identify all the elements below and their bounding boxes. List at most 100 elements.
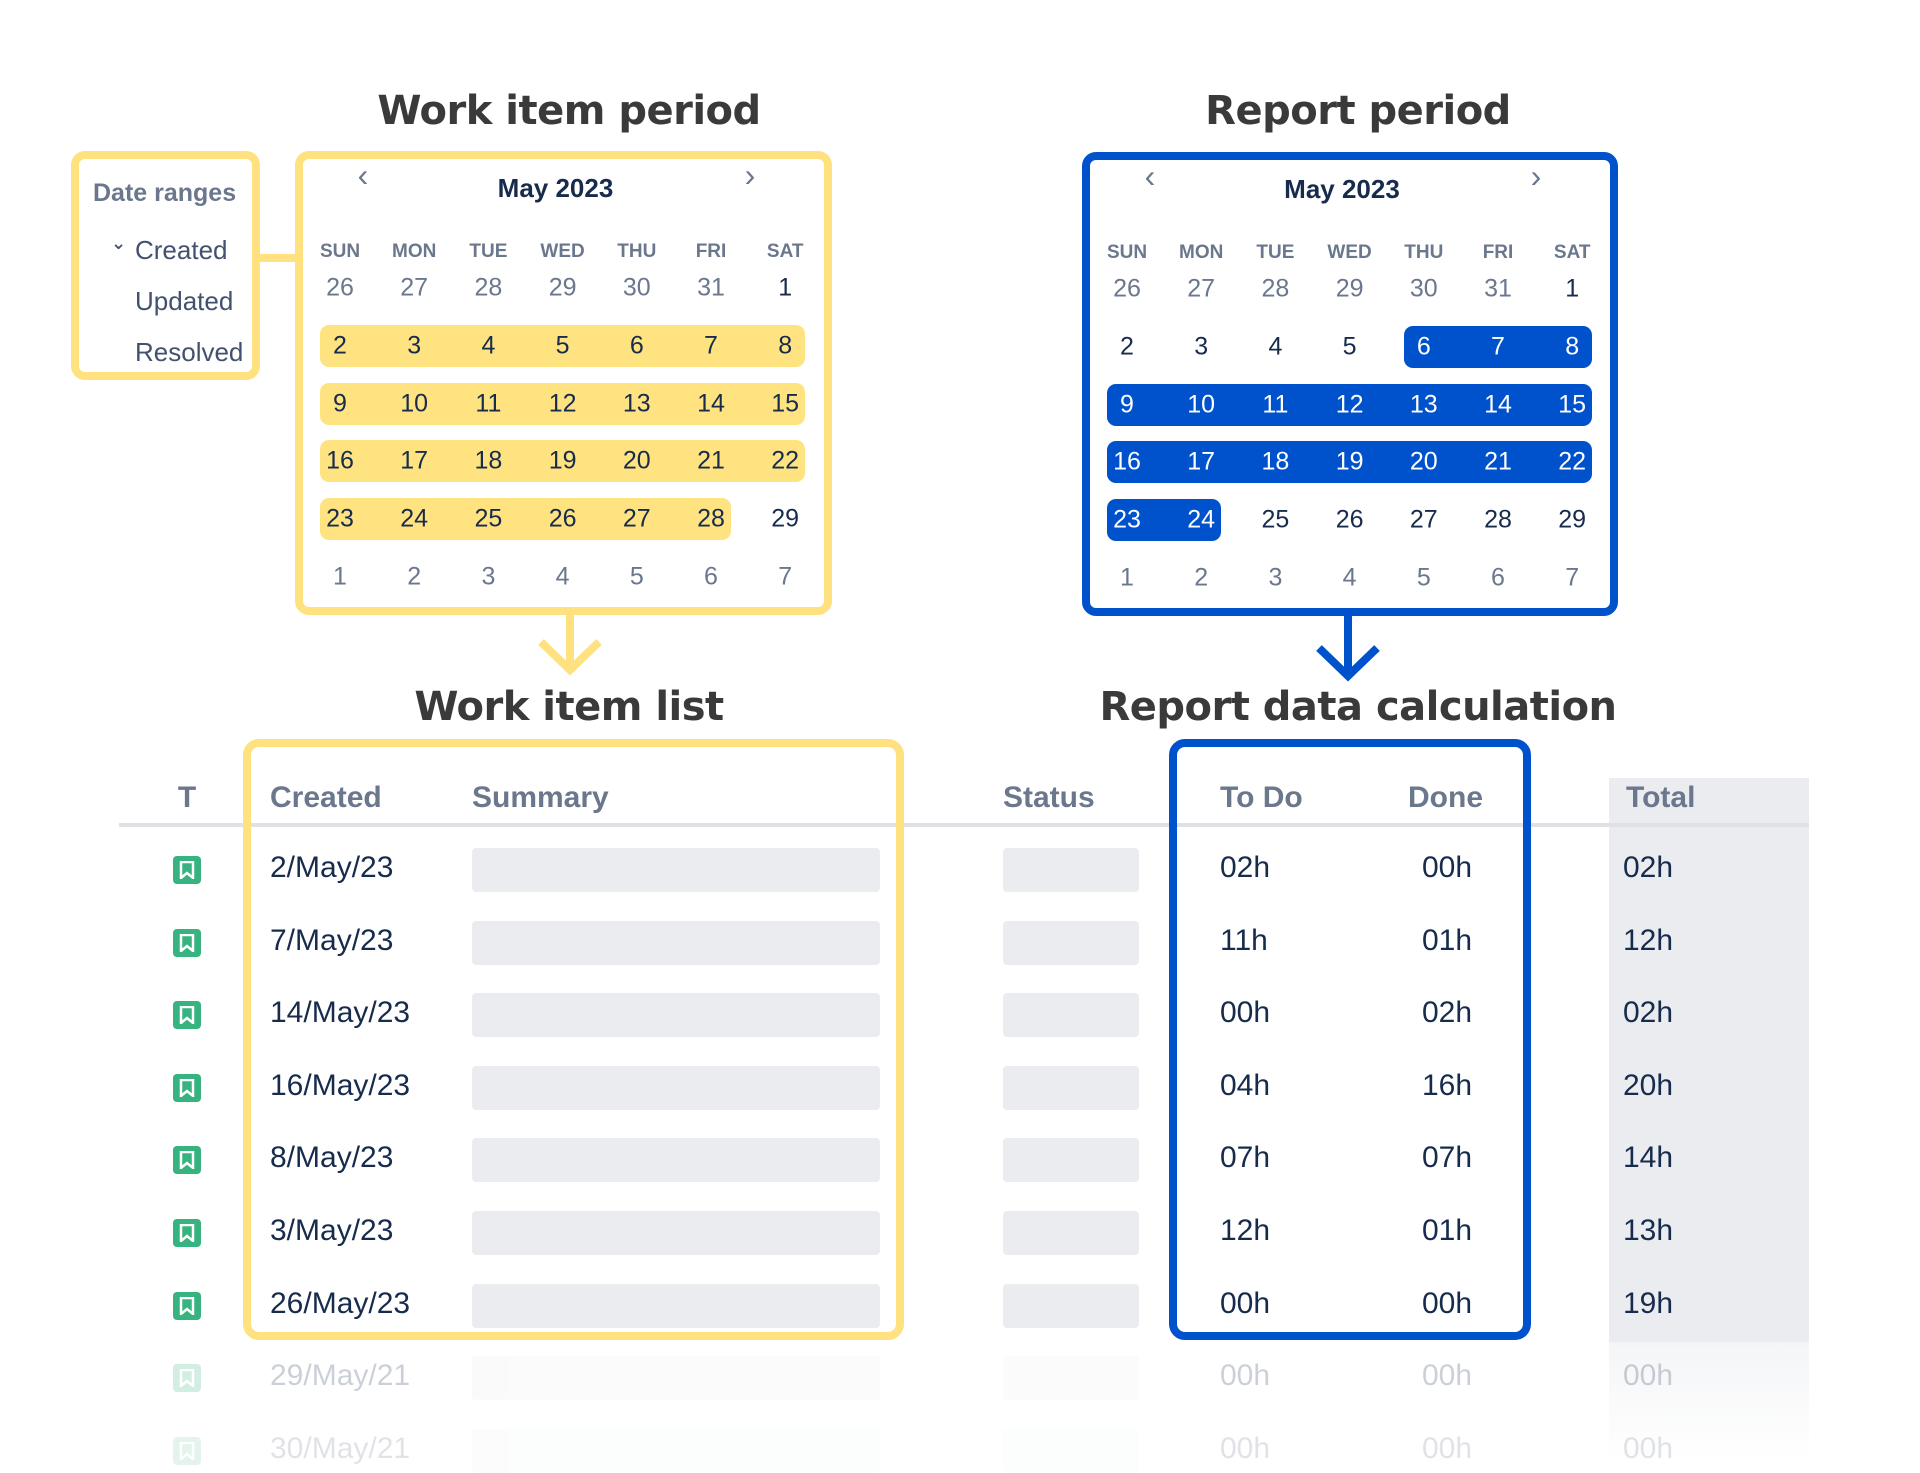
header-status[interactable]: Status <box>1003 781 1095 814</box>
calendar-day[interactable]: 5 <box>1342 332 1357 361</box>
calendar-day[interactable]: 29 <box>771 504 800 533</box>
next-month-button chevron-right-icon[interactable]: › <box>744 157 756 193</box>
calendar-day[interactable]: 2 <box>1120 332 1134 361</box>
date-range-updated[interactable]: Updated <box>135 286 234 316</box>
calendar-day[interactable]: 15 <box>771 389 800 418</box>
calendar-day[interactable]: 12 <box>1335 390 1364 419</box>
calendar-day[interactable]: 19 <box>548 446 577 475</box>
calendar-day[interactable]: 4 <box>481 331 496 360</box>
calendar-day[interactable]: 27 <box>1187 274 1216 303</box>
calendar-day[interactable]: 3 <box>407 331 422 360</box>
calendar-day[interactable]: 21 <box>1484 447 1512 476</box>
header-type[interactable]: T <box>177 781 197 814</box>
prev-month-button chevron-left-icon[interactable]: ‹ <box>1144 158 1156 194</box>
calendar-day[interactable]: 17 <box>1187 447 1216 476</box>
calendar-day[interactable]: 28 <box>474 273 503 302</box>
calendar-day[interactable]: 24 <box>1187 505 1216 534</box>
calendar-day[interactable]: 10 <box>400 389 429 418</box>
calendar-day[interactable]: 25 <box>474 504 503 533</box>
calendar-day[interactable]: 1 <box>333 562 347 591</box>
calendar-day[interactable]: 31 <box>697 273 725 302</box>
total-cell: 02h <box>1623 996 1674 1030</box>
calendar-day[interactable]: 3 <box>481 562 496 591</box>
calendar-day[interactable]: 7 <box>778 562 793 591</box>
calendar-day[interactable]: 4 <box>1342 563 1357 592</box>
calendar-day[interactable]: 26 <box>326 273 354 302</box>
calendar-day[interactable]: 17 <box>400 446 429 475</box>
calendar-day[interactable]: 16 <box>326 446 354 475</box>
calendar-day[interactable]: 29 <box>1558 505 1587 534</box>
calendar-day[interactable]: 8 <box>778 331 793 360</box>
calendar-day[interactable]: 7 <box>1565 563 1580 592</box>
calendar-day[interactable]: 2 <box>1194 563 1209 592</box>
header-todo[interactable]: To Do <box>1220 781 1303 814</box>
calendar-day[interactable]: 30 <box>1409 274 1438 303</box>
calendar-day[interactable]: 27 <box>622 504 651 533</box>
calendar-day[interactable]: 14 <box>697 389 725 418</box>
calendar-day[interactable]: 11 <box>1262 390 1289 419</box>
calendar-day[interactable]: 9 <box>333 389 347 418</box>
calendar-day[interactable]: 2 <box>333 331 347 360</box>
calendar-day[interactable]: 13 <box>622 389 651 418</box>
calendar-day[interactable]: 26 <box>548 504 577 533</box>
calendar-day[interactable]: 7 <box>1491 332 1505 361</box>
calendar-day[interactable]: 8 <box>1565 332 1580 361</box>
next-month-button chevron-right-icon[interactable]: › <box>1530 158 1542 194</box>
calendar-day[interactable]: 20 <box>1409 447 1438 476</box>
calendar-day[interactable]: 29 <box>1335 274 1364 303</box>
calendar-day[interactable]: 1 <box>1120 563 1134 592</box>
calendar-day[interactable]: 25 <box>1261 505 1290 534</box>
calendar-day[interactable]: 22 <box>1558 447 1587 476</box>
calendar-day[interactable]: 1 <box>1565 274 1580 303</box>
calendar-day[interactable]: 1 <box>778 273 793 302</box>
calendar-day[interactable]: 26 <box>1113 274 1141 303</box>
calendar-day[interactable]: 28 <box>1261 274 1290 303</box>
calendar-day[interactable]: 11 <box>475 389 502 418</box>
calendar-day[interactable]: 15 <box>1558 390 1587 419</box>
calendar-day[interactable]: 3 <box>1268 563 1283 592</box>
calendar-day[interactable]: 6 <box>1416 332 1431 361</box>
calendar-day[interactable]: 14 <box>1484 390 1512 419</box>
calendar-day[interactable]: 24 <box>400 504 429 533</box>
date-range-created[interactable]: Created <box>135 235 228 265</box>
calendar-day[interactable]: 31 <box>1484 274 1512 303</box>
calendar-day[interactable]: 4 <box>1268 332 1283 361</box>
calendar-day[interactable]: 29 <box>548 273 577 302</box>
header-done[interactable]: Done <box>1408 781 1483 814</box>
calendar-day[interactable]: 4 <box>555 562 570 591</box>
calendar-day[interactable]: 18 <box>1261 447 1290 476</box>
calendar-day[interactable]: 12 <box>548 389 577 418</box>
calendar-day[interactable]: 20 <box>622 446 651 475</box>
calendar-day[interactable]: 16 <box>1113 447 1141 476</box>
calendar-day[interactable]: 13 <box>1409 390 1438 419</box>
calendar-day[interactable]: 28 <box>1484 505 1512 534</box>
prev-month-button chevron-left-icon[interactable]: ‹ <box>357 157 369 193</box>
calendar-day[interactable]: 27 <box>1409 505 1438 534</box>
calendar-day[interactable]: 9 <box>1120 390 1134 419</box>
calendar-day[interactable]: 23 <box>326 504 354 533</box>
calendar-day[interactable]: 23 <box>1113 505 1141 534</box>
calendar-day[interactable]: 5 <box>629 562 644 591</box>
calendar-day[interactable]: 26 <box>1335 505 1364 534</box>
date-range-resolved[interactable]: Resolved <box>135 337 244 367</box>
calendar-day[interactable]: 5 <box>555 331 570 360</box>
calendar-day[interactable]: 21 <box>697 446 725 475</box>
header-total[interactable]: Total <box>1626 781 1696 814</box>
calendar-day[interactable]: 7 <box>704 331 718 360</box>
calendar-day[interactable]: 6 <box>629 331 644 360</box>
calendar-day[interactable]: 3 <box>1194 332 1209 361</box>
header-summary[interactable]: Summary <box>472 781 609 814</box>
calendar-day[interactable]: 19 <box>1335 447 1364 476</box>
calendar-day[interactable]: 18 <box>474 446 503 475</box>
calendar-day[interactable]: 28 <box>697 504 725 533</box>
calendar-day[interactable]: 10 <box>1187 390 1216 419</box>
calendar-day[interactable]: 22 <box>771 446 800 475</box>
date-ranges-panel: Date ranges ⌄ Created Updated Resolved <box>71 151 260 380</box>
calendar-day[interactable]: 5 <box>1416 563 1431 592</box>
calendar-day[interactable]: 6 <box>1491 563 1505 592</box>
header-created[interactable]: Created <box>270 781 382 814</box>
calendar-day[interactable]: 2 <box>407 562 422 591</box>
calendar-day[interactable]: 6 <box>704 562 718 591</box>
calendar-day[interactable]: 30 <box>622 273 651 302</box>
calendar-day[interactable]: 27 <box>400 273 429 302</box>
